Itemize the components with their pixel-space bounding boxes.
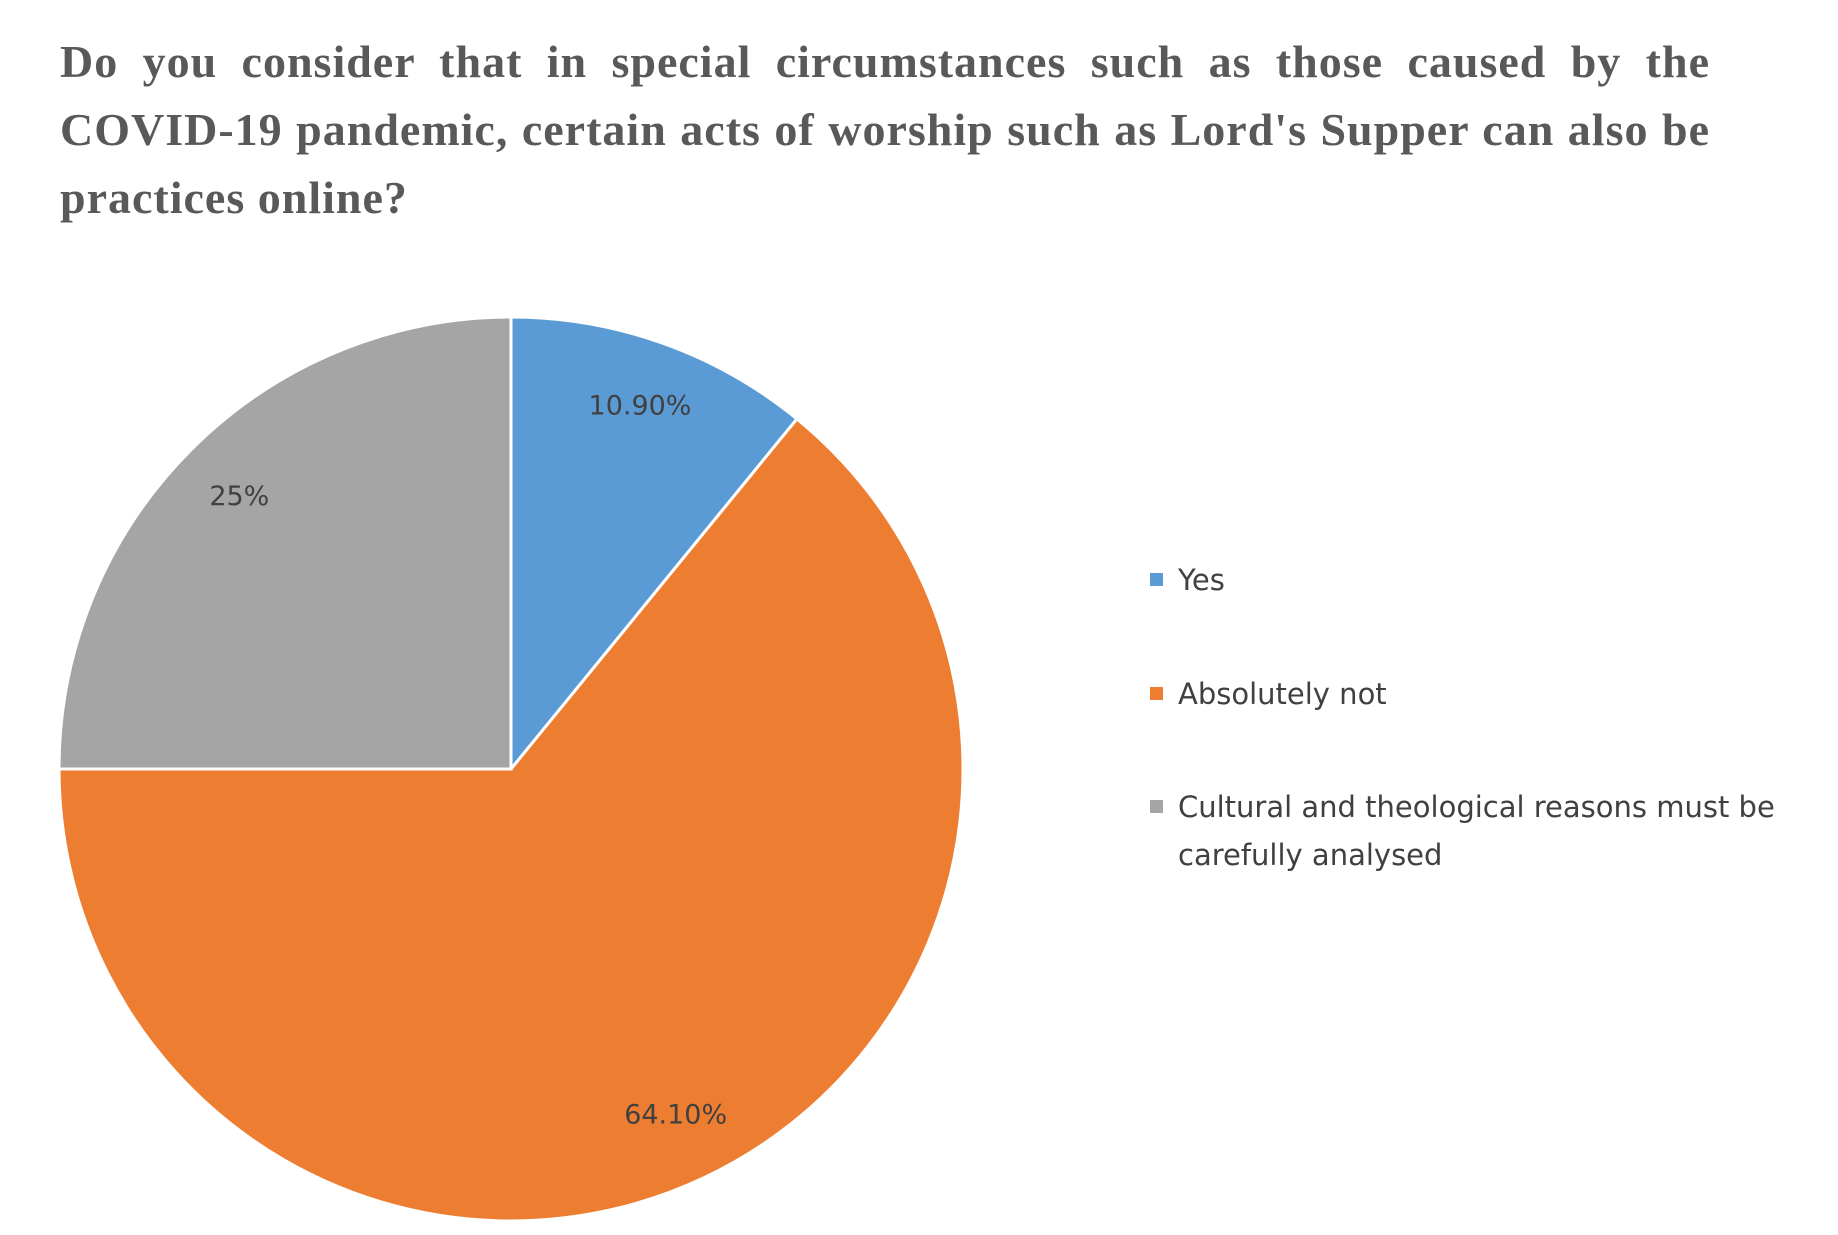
pie-slice: [57, 416, 965, 1223]
legend-label: Yes: [1178, 563, 1225, 597]
legend-item: Absolutely not: [1150, 670, 1830, 718]
pie-slice: [57, 315, 513, 771]
legend-marker: [1150, 687, 1163, 700]
data-label: 64.10%: [624, 1100, 727, 1131]
legend-item: Yes: [1150, 556, 1830, 604]
data-label: 25%: [209, 481, 269, 512]
legend-label: Absolutely not: [1178, 677, 1387, 711]
legend-label: Cultural and theological reasons must be…: [1178, 790, 1775, 872]
legend-item: Cultural and theological reasons must be…: [1150, 783, 1830, 879]
chart-title: Do you consider that in special circumst…: [60, 36, 1710, 223]
legend-marker: [1150, 573, 1163, 586]
legend-marker: [1150, 800, 1163, 813]
pie-slice: [509, 315, 800, 774]
data-label: 10.90%: [589, 391, 692, 422]
